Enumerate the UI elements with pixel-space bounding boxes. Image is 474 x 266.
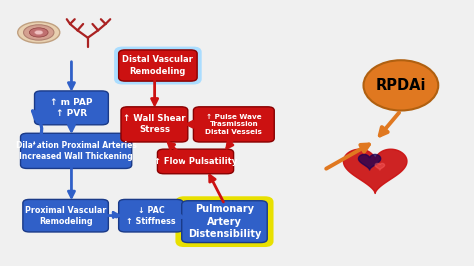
Text: ↑ Flow Pulsatility: ↑ Flow Pulsatility xyxy=(154,157,237,166)
Polygon shape xyxy=(343,149,407,193)
Text: RPDAi: RPDAi xyxy=(375,78,426,93)
Ellipse shape xyxy=(24,25,54,40)
Ellipse shape xyxy=(35,30,43,35)
Text: ↑ Wall Shear
Stress: ↑ Wall Shear Stress xyxy=(123,114,186,134)
FancyBboxPatch shape xyxy=(121,107,188,142)
Text: ↑ Pulse Wave
Trasmission
Distal Vessels: ↑ Pulse Wave Trasmission Distal Vessels xyxy=(205,114,262,135)
FancyBboxPatch shape xyxy=(116,48,200,83)
FancyBboxPatch shape xyxy=(118,200,183,232)
Text: Distal Vascular
Remodeling: Distal Vascular Remodeling xyxy=(122,56,193,76)
Polygon shape xyxy=(375,163,384,170)
FancyBboxPatch shape xyxy=(23,200,109,232)
FancyBboxPatch shape xyxy=(20,133,132,168)
Ellipse shape xyxy=(18,22,60,43)
Text: Dilatation Proximal Arteries
Increased Wall Thickening: Dilatation Proximal Arteries Increased W… xyxy=(16,141,137,161)
FancyBboxPatch shape xyxy=(193,107,274,142)
FancyBboxPatch shape xyxy=(118,50,197,81)
Text: ↓ PAC
↑ Stiffness: ↓ PAC ↑ Stiffness xyxy=(126,206,176,226)
FancyBboxPatch shape xyxy=(35,91,109,125)
Text: Proximal Vascular
Remodeling: Proximal Vascular Remodeling xyxy=(25,206,106,226)
FancyBboxPatch shape xyxy=(182,201,267,243)
FancyBboxPatch shape xyxy=(157,149,234,174)
Text: Pulmonary
Artery
Distensibility: Pulmonary Artery Distensibility xyxy=(188,204,261,239)
Ellipse shape xyxy=(364,60,438,110)
Polygon shape xyxy=(358,155,381,170)
Text: ↑ m PAP
↑ PVR: ↑ m PAP ↑ PVR xyxy=(50,98,93,118)
FancyBboxPatch shape xyxy=(178,198,272,245)
FancyArrowPatch shape xyxy=(30,111,42,152)
Ellipse shape xyxy=(29,28,48,37)
